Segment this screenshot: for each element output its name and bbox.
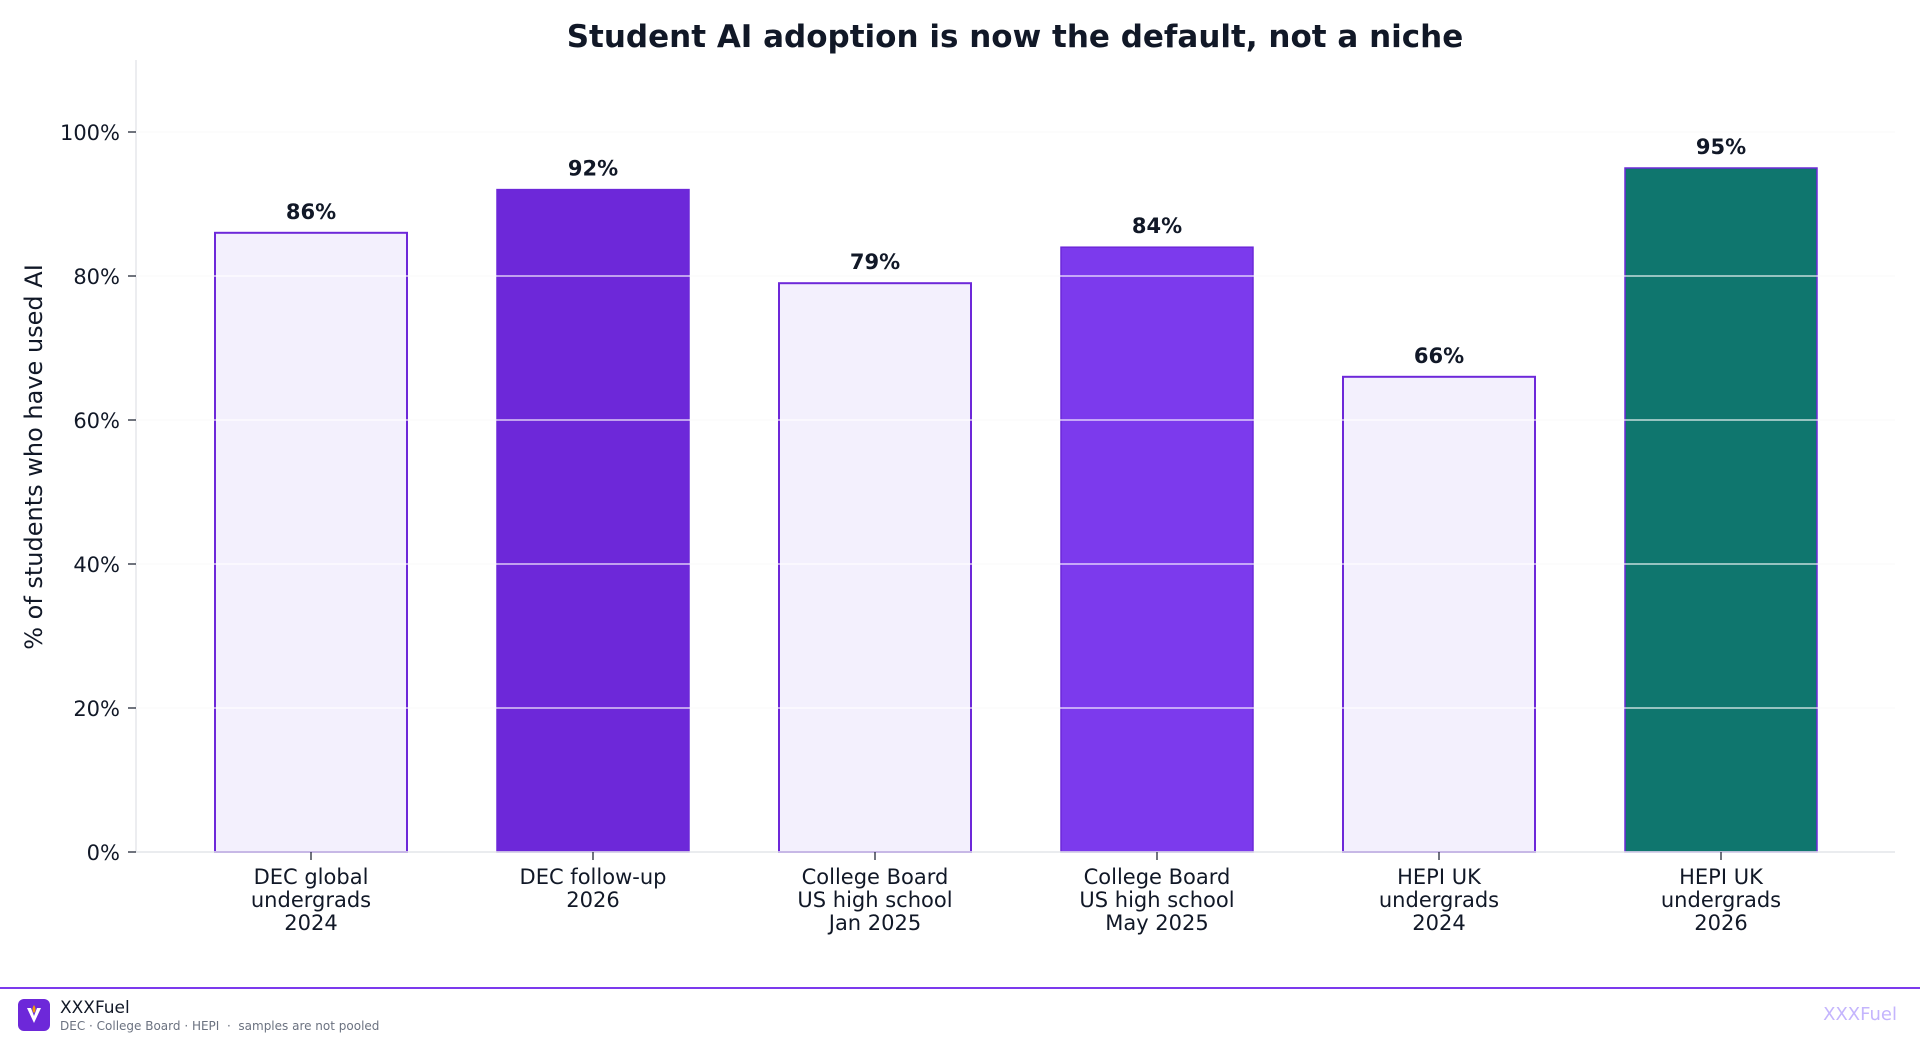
- data-label: 86%: [286, 200, 336, 224]
- source-note: DEC · College Board · HEPI · samples are…: [60, 1019, 380, 1033]
- y-tick-label: 20%: [73, 697, 120, 721]
- bar: [1060, 246, 1254, 853]
- bar: [496, 188, 690, 853]
- bar: [214, 231, 408, 854]
- x-tick-label: College Board US high school Jan 2025: [797, 865, 952, 935]
- y-tick-label: 60%: [73, 409, 120, 433]
- x-tick-label: DEC follow-up 2026: [520, 865, 667, 912]
- bars: [214, 167, 1818, 854]
- data-label: 84%: [1132, 214, 1182, 238]
- x-tick-label: HEPI UK undergrads 2026: [1661, 865, 1781, 935]
- y-axis-label: % of students who have used AI: [20, 264, 48, 650]
- bar-chart: 0% 20% 40% 60% 80% 100% DEC global undergrads 20…: [20, 19, 1895, 935]
- bar: [1624, 167, 1818, 853]
- data-label: 66%: [1414, 344, 1464, 368]
- footer: XXXFuel DEC · College Board · HEPI · sam…: [0, 987, 1920, 1040]
- data-label: 79%: [850, 250, 900, 274]
- y-tick-label: 80%: [73, 265, 120, 289]
- y-tick-label: 100%: [60, 121, 120, 145]
- y-tick-label: 40%: [73, 553, 120, 577]
- brand-watermark: XXXFuel: [1823, 1004, 1897, 1025]
- brand-logo-icon: [18, 999, 50, 1031]
- y-tick-label: 0%: [87, 841, 120, 865]
- brand-name: XXXFuel: [60, 998, 130, 1018]
- x-tick-label: HEPI UK undergrads 2024: [1379, 865, 1499, 935]
- bar: [1342, 375, 1536, 853]
- data-labels: 86% 92% 79% 84% 66% 95%: [286, 135, 1746, 368]
- bar: [778, 282, 972, 853]
- axes: 0% 20% 40% 60% 80% 100% DEC global undergrads 20…: [60, 60, 1895, 935]
- data-label: 92%: [568, 157, 618, 181]
- x-tick-label: College Board US high school May 2025: [1079, 865, 1234, 935]
- x-tick-label: DEC global undergrads 2024: [251, 865, 371, 935]
- chart-title: Student AI adoption is now the default, …: [567, 19, 1464, 55]
- data-label: 95%: [1696, 135, 1746, 159]
